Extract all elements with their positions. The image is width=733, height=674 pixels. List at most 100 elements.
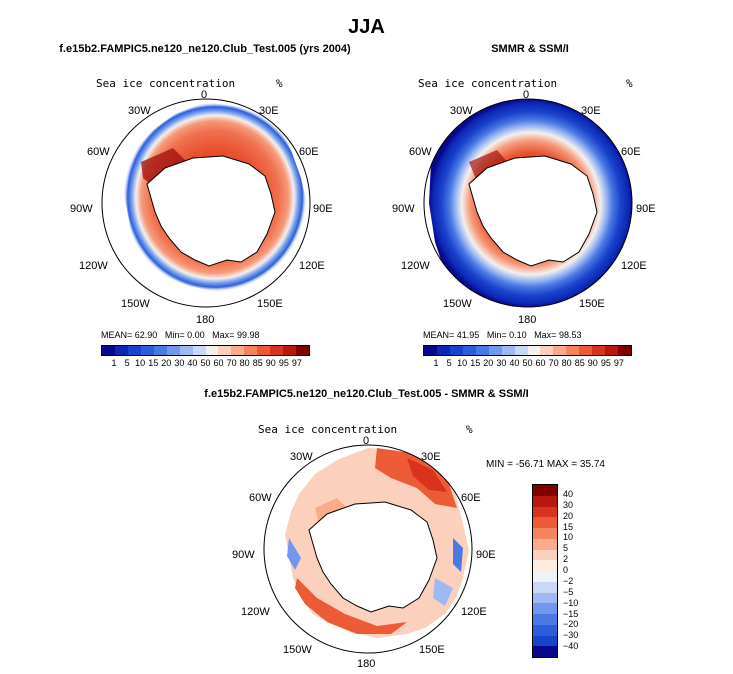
panel3-polar-map <box>263 444 473 654</box>
panel2-lon-60e: 60E <box>621 146 641 158</box>
panel2-colorbar-swatch <box>436 346 450 355</box>
panel3-colorbar-label: 20 <box>563 510 574 521</box>
panel2-antarctica <box>468 155 598 267</box>
panel3-lon-90w: 90W <box>232 549 255 561</box>
panel1-colorbar-label: 30 <box>174 358 185 368</box>
panel2-lon-120w: 120W <box>401 260 430 272</box>
panel2-colorbar-swatch <box>449 346 463 355</box>
panel2-units: % <box>626 77 633 90</box>
panel3-colorbar-swatch <box>533 506 557 518</box>
main-title: JJA <box>348 16 385 38</box>
panel2-colorbar-swatch <box>579 346 593 355</box>
panel1-antarctica <box>146 155 276 267</box>
panel3-lon-180: 180 <box>357 658 376 670</box>
panel1-lon-150w: 150W <box>121 298 150 310</box>
panel3-antarctica <box>308 501 438 613</box>
panel2-lon-150e: 150E <box>579 298 605 310</box>
panel2-colorbar-swatch <box>605 346 619 355</box>
panel1-stats: MEAN= 62.90 Min= 0.00 Max= 99.98 <box>101 330 260 340</box>
panel3-colorbar-swatch <box>533 485 557 496</box>
panel3-colorbar-swatch <box>533 624 557 636</box>
panel1-colorbar-label: 97 <box>291 358 302 368</box>
panel3-colorbar-label: −2 <box>563 575 574 586</box>
panel1-colorbar-label: 60 <box>213 358 224 368</box>
panel1-colorbar-swatch <box>257 346 271 355</box>
panel2-colorbar-swatch <box>618 346 631 355</box>
panel2-colorbar-swatch <box>424 346 437 355</box>
panel2-colorbar-swatch <box>501 346 515 355</box>
panel1-colorbar-labels: 1 5 10 15 20 30 40 50 60 70 80 85 90 95 97 <box>101 358 310 370</box>
panel1-lon-120w: 120W <box>79 260 108 272</box>
panel1-colorbar-swatch <box>283 346 297 355</box>
panel2-polar-map <box>423 98 633 308</box>
panel2-colorbar-label: 70 <box>548 358 559 368</box>
panel3-units: % <box>466 423 473 436</box>
panel1-lon-150e: 150E <box>257 298 283 310</box>
panel1-colorbar-label: 80 <box>239 358 250 368</box>
panel1-colorbar-swatch <box>218 346 232 355</box>
panel3-colorbar-swatch <box>533 646 557 657</box>
panel2-colorbar-swatch <box>553 346 567 355</box>
panel1-colorbar-swatch <box>127 346 141 355</box>
panel1-colorbar-swatch <box>153 346 167 355</box>
panel2-colorbar-label: 80 <box>561 358 572 368</box>
panel3-lon-120e: 120E <box>461 606 487 618</box>
panel3-colorbar-label: 10 <box>563 532 574 543</box>
panel1-colorbar-swatch <box>192 346 206 355</box>
panel3-lon-0: 0 <box>363 435 370 447</box>
panel2-colorbar-label: 50 <box>522 358 533 368</box>
panel2-colorbar-label: 10 <box>457 358 468 368</box>
panel2-max: 98.53 <box>558 330 582 340</box>
panel1-colorbar <box>101 345 310 356</box>
panel2-lon-30w: 30W <box>450 105 473 117</box>
panel2-lon-150w: 150W <box>443 298 472 310</box>
panel1-lon-30e: 30E <box>259 105 279 117</box>
panel3-colorbar-swatch <box>533 560 557 571</box>
panel3-colorbar-label: −20 <box>563 619 579 630</box>
panel1-units: % <box>276 77 283 90</box>
panel2-colorbar-swatch <box>566 346 580 355</box>
panel1-lon-90e: 90E <box>313 203 333 215</box>
panel3-colorbar-swatch <box>533 517 557 528</box>
panel1-colorbar-swatch <box>244 346 258 355</box>
panel2-colorbar-label: 5 <box>446 358 452 368</box>
panel3-colorbar-swatch <box>533 603 557 614</box>
panel2-colorbar-label: 60 <box>535 358 546 368</box>
panel2-colorbar-swatch <box>475 346 489 355</box>
panel1-lon-90w: 90W <box>70 203 93 215</box>
panel1-colorbar-label: 90 <box>265 358 276 368</box>
panel2-colorbar-label: 90 <box>587 358 598 368</box>
panel3-lon-60e: 60E <box>461 492 481 504</box>
panel1-colorbar-swatch <box>270 346 284 355</box>
panel1-lon-60w: 60W <box>87 146 110 158</box>
panel1-lon-30w: 30W <box>128 105 151 117</box>
panel2-title: SMMR & SSM/I <box>491 43 569 55</box>
panel3-lon-150e: 150E <box>419 644 445 656</box>
panel1-colorbar-label: 20 <box>161 358 172 368</box>
panel1-colorbar-swatch <box>231 346 245 355</box>
panel1-colorbar-swatch <box>296 346 309 355</box>
panel1-mean: 62.90 <box>134 330 158 340</box>
panel2-lon-120e: 120E <box>621 260 647 272</box>
panel2-colorbar <box>423 345 632 356</box>
panel2-colorbar-swatch <box>592 346 606 355</box>
panel3-colorbar-swatch <box>533 571 557 582</box>
panel3-stats: MIN = -56.71 MAX = 35.74 <box>486 459 605 470</box>
panel1-colorbar-label: 15 <box>148 358 159 368</box>
panel1-colorbar-swatch <box>140 346 154 355</box>
panel2-lon-90e: 90E <box>636 203 656 215</box>
panel3-colorbar-swatch <box>533 581 557 593</box>
panel3-colorbar-swatch <box>533 495 557 507</box>
panel3-colorbar-swatch <box>533 635 557 647</box>
panel1-title: f.e15b2.FAMPIC5.ne120_ne120.Club_Test.00… <box>59 43 351 55</box>
panel3-lon-150w: 150W <box>283 644 312 656</box>
panel1-colorbar-swatch <box>179 346 193 355</box>
panel1-colorbar-swatch <box>205 346 219 355</box>
panel3-field-label: Sea ice concentration <box>258 423 398 436</box>
panel3-colorbar-label: 15 <box>563 521 574 532</box>
panel1-lon-180: 180 <box>196 314 215 326</box>
panel1-colorbar-label: 40 <box>187 358 198 368</box>
panel1-lon-60e: 60E <box>299 146 319 158</box>
panel2-lon-90w: 90W <box>392 203 415 215</box>
panel3-lon-60w: 60W <box>249 492 272 504</box>
